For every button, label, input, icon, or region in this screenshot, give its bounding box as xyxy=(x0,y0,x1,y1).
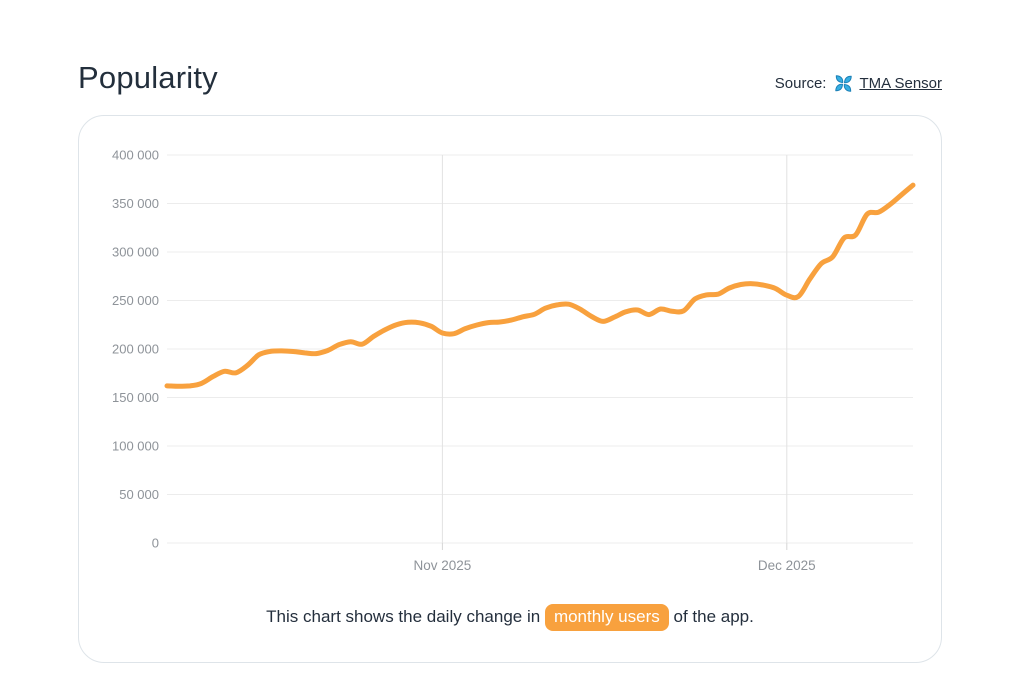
y-axis-tick-label: 100 000 xyxy=(112,439,159,454)
x-axis-tick-label: Nov 2025 xyxy=(414,558,472,573)
y-axis-tick-label: 300 000 xyxy=(112,245,159,260)
x-axis-tick-label: Dec 2025 xyxy=(758,558,816,573)
caption-highlight-badge: monthly users xyxy=(544,604,669,631)
chart-caption: This chart shows the daily change in mon… xyxy=(79,604,941,631)
header-row: Popularity Source: TMA Sensor xyxy=(78,60,942,96)
caption-prefix: This chart shows the daily change in xyxy=(266,607,541,626)
tma-pinwheel-icon xyxy=(833,73,854,94)
y-axis-tick-label: 150 000 xyxy=(112,390,159,405)
source-block: Source: TMA Sensor xyxy=(775,73,942,94)
page-title: Popularity xyxy=(78,60,218,95)
source-label: Source: xyxy=(774,75,827,92)
y-axis-tick-label: 200 000 xyxy=(112,342,159,357)
chart-card: 400 000 350 000 300 000 250 000 200 000 150 0… xyxy=(78,115,942,663)
y-axis-tick-label: 350 000 xyxy=(112,196,159,211)
caption-suffix: of the app. xyxy=(673,607,754,626)
page-container: Popularity Source: TMA Sensor 400 000 350… xyxy=(78,0,942,663)
y-axis-tick-label: 250 000 xyxy=(112,293,159,308)
y-axis-tick-label: 50 000 xyxy=(119,487,159,502)
popularity-line-chart[interactable]: 400 000 350 000 300 000 250 000 200 000 150 0… xyxy=(79,116,943,590)
y-axis-tick-label: 0 xyxy=(152,536,159,551)
source-link[interactable]: TMA Sensor xyxy=(859,75,942,92)
y-axis-tick-label: 400 000 xyxy=(112,148,159,163)
monthly-users-series-line[interactable] xyxy=(164,182,916,389)
